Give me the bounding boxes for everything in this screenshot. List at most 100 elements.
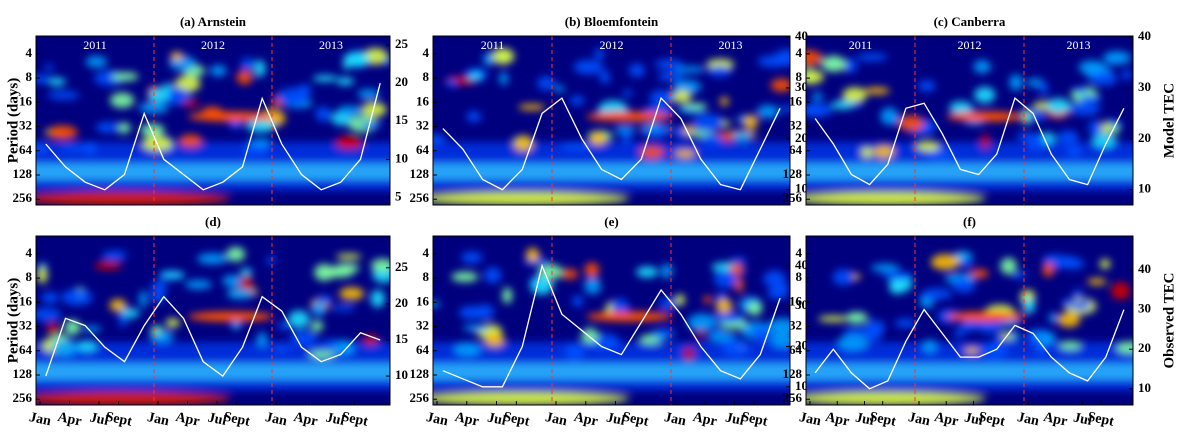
blob (1101, 121, 1111, 136)
blob (980, 133, 990, 149)
y-tick-label: 32 (416, 318, 429, 333)
band (433, 191, 630, 205)
y2-tick-label: 30 (1138, 79, 1151, 94)
blob (162, 87, 191, 106)
y2-tick-label: 20 (795, 337, 808, 352)
y2-tick-label: 40 (1138, 28, 1151, 43)
blob (256, 332, 268, 348)
blob (921, 288, 953, 300)
blob (239, 268, 253, 276)
blob (894, 318, 917, 328)
blob (837, 334, 869, 352)
blob (117, 122, 131, 134)
blob (459, 305, 484, 320)
blob (821, 55, 846, 72)
blob (674, 149, 696, 158)
x-tick-label: Jan (146, 410, 171, 429)
y2-tick-label: 10 (395, 150, 408, 165)
blob (343, 52, 371, 67)
y-tick-label: 4 (796, 45, 803, 60)
blob (561, 268, 578, 280)
year-label: 2012 (958, 38, 982, 52)
blob (1046, 98, 1071, 115)
y-tick-label: 64 (416, 342, 430, 357)
blob (76, 340, 98, 352)
blob (719, 96, 729, 106)
blob (139, 290, 148, 308)
y-tick-label: 8 (26, 269, 33, 284)
blob (331, 304, 356, 311)
x-tick-label: Jul (206, 410, 227, 429)
blob (359, 121, 383, 129)
blob (226, 288, 254, 300)
blob (1073, 86, 1088, 94)
y2-tick-label: 20 (395, 74, 408, 89)
blob (184, 279, 212, 290)
blob (683, 102, 708, 110)
y-tick-label: 64 (789, 342, 803, 357)
blob (1012, 271, 1028, 279)
blob (946, 311, 1026, 322)
blob (842, 58, 858, 73)
x-tick-label: Jan (425, 410, 450, 429)
blob (657, 328, 676, 337)
blob (817, 315, 850, 323)
blob (856, 53, 888, 62)
blob (484, 333, 505, 347)
x-tick-label: Jan (1016, 410, 1041, 429)
y-tick-label: 128 (13, 166, 33, 181)
year-label: 2012 (600, 38, 624, 52)
y-tick-label: 8 (796, 69, 803, 84)
blob (845, 311, 868, 324)
blob (569, 95, 585, 106)
blob (930, 254, 960, 271)
blob (918, 80, 936, 92)
blob (743, 114, 758, 130)
blob (197, 253, 229, 265)
blob (915, 141, 940, 152)
blob (767, 285, 788, 300)
blob (310, 320, 324, 332)
y-tick-label: 128 (783, 166, 803, 181)
heatmap-blobs (36, 48, 390, 205)
blob (1061, 298, 1076, 306)
blob (277, 321, 291, 331)
blob (573, 59, 604, 75)
heatmap (36, 236, 390, 405)
y2-tick-label: 15 (395, 112, 409, 127)
y-tick-label: 64 (19, 142, 33, 157)
blob (339, 287, 364, 301)
x-tick-label: Sept (740, 410, 769, 430)
blob (165, 318, 180, 328)
heatmap-blobs (433, 47, 790, 205)
blob (1067, 145, 1082, 158)
year-label: 2013 (1067, 38, 1091, 52)
blob (1088, 71, 1118, 86)
blob (674, 66, 706, 73)
blob (209, 65, 227, 77)
blob (102, 250, 127, 261)
blob (723, 338, 747, 352)
blob (170, 51, 183, 61)
y-tick-label: 16 (19, 293, 33, 308)
blob (383, 58, 390, 65)
blob (589, 131, 607, 146)
blob (222, 274, 245, 288)
x-tick-label: Jul (1072, 410, 1093, 429)
x-tick-label: Jul (324, 410, 345, 429)
blob (1026, 78, 1044, 87)
blob (1038, 336, 1057, 345)
y-tick-label: 256 (13, 390, 33, 405)
x-tick-label: Jul (605, 410, 626, 429)
blob (47, 90, 80, 100)
blob (1043, 255, 1055, 264)
blob (974, 86, 996, 104)
blob (1078, 299, 1090, 308)
blob (148, 87, 171, 103)
blob (960, 319, 978, 332)
blob (647, 122, 660, 133)
y-tick-label: 8 (26, 69, 33, 84)
blob (236, 70, 253, 85)
blob (832, 269, 855, 286)
blob (289, 330, 318, 345)
